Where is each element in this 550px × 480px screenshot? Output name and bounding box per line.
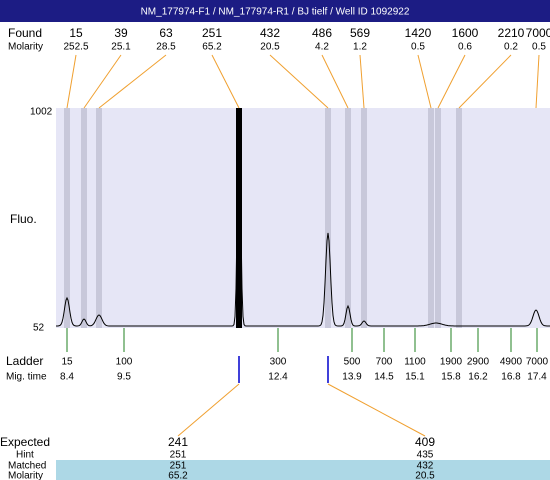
peak-band [236,108,242,328]
table-molarity-label: Molarity [8,471,43,480]
mig-time-label: Mig. time [6,372,47,383]
peak-band [64,108,70,328]
found-molarity: 4.2 [315,42,329,53]
matched-label: Matched [8,461,46,472]
found-size: 2210 [498,26,525,40]
y-top: 1002 [30,107,53,118]
mig-time: 8.4 [60,372,74,383]
mig-time: 12.4 [268,372,288,383]
peak-band [81,108,87,328]
ladder-size: 15 [61,357,73,368]
matched-molarity: 65.2 [168,471,188,480]
found-molarity: 0.5 [411,42,425,53]
found-size: 39 [114,26,128,40]
mig-time: 9.5 [117,372,131,383]
peak-band [361,108,367,328]
ladder-size: 4900 [500,357,523,368]
expected: 241 [168,435,188,449]
ladder-size: 1900 [440,357,463,368]
found-molarity: 28.5 [156,42,176,53]
hint-label: Hint [16,450,34,461]
found-connector [359,54,365,109]
mig-time: 15.1 [405,372,425,383]
ladder-label: Ladder [6,354,43,368]
trace [56,108,550,327]
peak-band [428,108,434,328]
found-size: 63 [159,26,173,40]
found-connector [98,54,167,109]
peak-band [345,108,351,328]
found-molarity: 252.5 [63,42,88,53]
found-size: 251 [202,26,222,40]
matched-molarity: 20.5 [415,471,435,480]
ladder-size: 2900 [467,357,490,368]
hint: 251 [170,450,187,461]
mig-time: 14.5 [374,372,394,383]
peak-band [96,108,102,328]
mig-time: 17.4 [527,372,547,383]
peak-band [325,108,331,328]
matched-band [56,460,550,480]
found-connector [535,54,540,109]
found-molarity: 1.2 [353,42,367,53]
peak-band [456,108,462,328]
ladder-size: 700 [376,357,393,368]
found-molarity: 20.5 [260,42,280,53]
found-size: 15 [69,26,83,40]
y-bottom: 52 [33,323,45,334]
title: NM_177974-F1 / NM_177974-R1 / BJ tielf /… [141,7,410,18]
mig-time: 16.8 [501,372,521,383]
mig-time: 16.2 [468,372,488,383]
ladder-size: 500 [344,357,361,368]
found-size: 1600 [452,26,479,40]
found-connector [269,54,329,109]
found-molarity: 65.2 [202,42,222,53]
found-connector [66,54,77,109]
found-size: 1420 [405,26,432,40]
found-size: 486 [312,26,332,40]
ladder-size: 1100 [404,357,426,368]
found-connector [417,54,432,109]
match-connector [177,383,240,437]
found-molarity: 25.1 [111,42,131,53]
title-bar [0,0,550,22]
found-connector [321,54,349,109]
plot-area [56,108,550,328]
expected: 409 [415,435,435,449]
found-connector [458,54,512,109]
found-label: Found [8,26,42,40]
ladder-size: 7000 [526,357,549,368]
found-size: 432 [260,26,280,40]
y-label: Fluo. [10,212,37,226]
expected-label: Expected [0,435,50,449]
mig-time: 15.8 [441,372,461,383]
found-molarity: 0.5 [532,42,546,53]
found-connector [83,54,122,109]
match-connector [327,383,426,437]
found-molarity: 0.2 [504,42,518,53]
found-connector [437,54,466,109]
mig-time: 13.9 [342,372,362,383]
found-molarity: 0.6 [458,42,472,53]
ladder-size: 300 [270,357,287,368]
matched: 251 [170,461,187,472]
molarity-label: Molarity [8,42,43,53]
found-size: 569 [350,26,370,40]
matched: 432 [417,461,434,472]
found-size: 7000 [526,26,550,40]
hint: 435 [417,450,434,461]
found-connector [211,54,240,109]
ladder-size: 100 [116,357,133,368]
peak-band [435,108,441,328]
